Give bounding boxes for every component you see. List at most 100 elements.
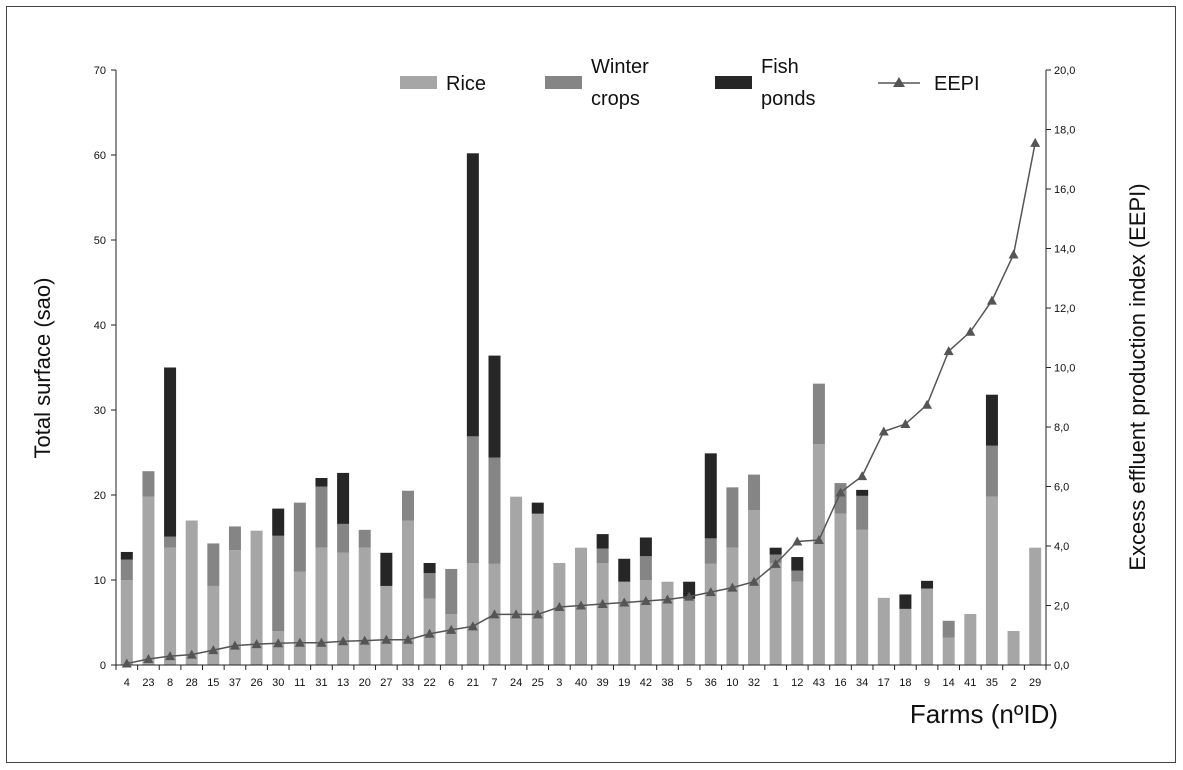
y-left-tick-label: 10 xyxy=(94,575,106,587)
bar-rice-20 xyxy=(358,547,371,665)
bar-fish-ponds-8 xyxy=(164,367,177,537)
bar-rice-21 xyxy=(466,563,479,665)
eepi-point-38 xyxy=(662,594,673,604)
x-tick-label-11: 11 xyxy=(294,677,305,689)
bar-winter-crops-34 xyxy=(856,495,869,530)
legend-label: Fish xyxy=(761,56,799,78)
y-right-tick-label: 0,0 xyxy=(1054,660,1069,672)
eepi-point-13 xyxy=(338,636,349,646)
bar-rice-28 xyxy=(185,520,198,665)
legend-swatch xyxy=(715,76,752,89)
x-tick-label-18: 18 xyxy=(899,677,911,689)
eepi-point-26 xyxy=(251,639,262,649)
bar-winter-crops-1 xyxy=(769,554,782,563)
bar-rice-41 xyxy=(964,614,977,665)
bar-rice-27 xyxy=(380,585,393,665)
x-tick-label-16: 16 xyxy=(834,677,846,689)
bar-fish-ponds-21 xyxy=(466,153,479,437)
bar-winter-crops-13 xyxy=(337,523,350,553)
legend-label: Rice xyxy=(446,73,486,95)
x-tick-label-29: 29 xyxy=(1029,677,1041,689)
bar-fish-ponds-7 xyxy=(488,355,501,458)
bar-winter-crops-21 xyxy=(466,436,479,563)
legend-label: Winter xyxy=(591,56,649,78)
eepi-point-25 xyxy=(532,609,543,619)
y-right-tick-label: 2,0 xyxy=(1054,601,1069,613)
y-left-tick-label: 20 xyxy=(94,490,106,502)
bar-rice-8 xyxy=(164,547,177,665)
eepi-point-42 xyxy=(640,596,651,606)
eepi-point-23 xyxy=(143,654,154,664)
bar-rice-12 xyxy=(791,581,804,665)
bar-fish-ponds-1 xyxy=(769,547,782,555)
bar-fish-ponds-9 xyxy=(921,580,934,589)
eepi-point-20 xyxy=(359,635,370,645)
eepi-point-6 xyxy=(446,624,457,634)
bar-rice-30 xyxy=(272,631,285,665)
eepi-point-22 xyxy=(424,628,435,638)
y-left-tick-label: 50 xyxy=(94,235,106,247)
x-tick-label-31: 31 xyxy=(315,677,327,689)
bar-fish-ponds-34 xyxy=(856,489,869,496)
x-tick-label-34: 34 xyxy=(856,677,868,689)
x-tick-label-23: 23 xyxy=(142,677,154,689)
eepi-point-32 xyxy=(749,576,760,586)
y-left-tick-label: 70 xyxy=(94,65,106,77)
eepi-point-16 xyxy=(835,487,846,497)
bar-rice-37 xyxy=(228,550,241,665)
x-tick-label-30: 30 xyxy=(272,677,284,689)
bar-winter-crops-39 xyxy=(596,548,609,563)
eepi-point-28 xyxy=(186,649,197,659)
bar-winter-crops-43 xyxy=(812,383,825,444)
x-tick-label-43: 43 xyxy=(813,677,825,689)
x-tick-label-1: 1 xyxy=(773,677,779,689)
x-tick-label-15: 15 xyxy=(207,677,219,689)
bar-winter-crops-32 xyxy=(748,474,761,511)
bar-fish-ponds-4 xyxy=(120,551,133,560)
x-tick-label-13: 13 xyxy=(337,677,349,689)
bar-rice-31 xyxy=(315,547,328,665)
bar-fish-ponds-5 xyxy=(683,581,696,599)
bar-rice-43 xyxy=(812,444,825,665)
x-tick-label-20: 20 xyxy=(359,677,371,689)
bar-rice-24 xyxy=(510,496,523,665)
y-right-tick-label: 8,0 xyxy=(1054,422,1069,434)
bar-winter-crops-7 xyxy=(488,457,501,564)
bar-winter-crops-23 xyxy=(142,471,155,497)
eepi-point-8 xyxy=(165,651,176,661)
x-tick-label-35: 35 xyxy=(986,677,998,689)
eepi-point-10 xyxy=(727,582,738,592)
bar-winter-crops-37 xyxy=(228,526,241,551)
x-tick-label-41: 41 xyxy=(964,677,976,689)
bar-rice-36 xyxy=(704,563,717,665)
eepi-point-27 xyxy=(381,634,392,644)
x-tick-label-4: 4 xyxy=(124,677,130,689)
bar-rice-23 xyxy=(142,496,155,665)
bar-rice-25 xyxy=(531,513,544,665)
eepi-point-15 xyxy=(208,645,219,655)
y-left-tick-label: 0 xyxy=(100,660,106,672)
eepi-point-30 xyxy=(273,638,284,648)
x-tick-label-14: 14 xyxy=(943,677,955,689)
bar-rice-29 xyxy=(1029,547,1042,665)
x-tick-label-22: 22 xyxy=(423,677,435,689)
bar-rice-33 xyxy=(401,520,414,665)
x-tick-label-17: 17 xyxy=(878,677,890,689)
bar-rice-18 xyxy=(899,608,912,665)
eepi-point-3 xyxy=(554,601,565,611)
bar-rice-3 xyxy=(553,563,566,665)
legend-item-winter-crops: Winter crops xyxy=(545,56,649,110)
bar-winter-crops-22 xyxy=(423,573,436,599)
eepi-point-37 xyxy=(229,640,240,650)
y-right-tick-label: 18,0 xyxy=(1054,125,1075,137)
bar-rice-15 xyxy=(207,585,220,665)
bar-winter-crops-12 xyxy=(791,570,804,582)
eepi-point-2 xyxy=(1008,249,1019,259)
eepi-point-33 xyxy=(402,634,413,644)
bar-rice-14 xyxy=(942,637,955,665)
bar-rice-34 xyxy=(856,529,869,665)
y-left-tick-label: 40 xyxy=(94,320,106,332)
bar-winter-crops-30 xyxy=(272,535,285,631)
bar-winter-crops-10 xyxy=(726,487,739,548)
